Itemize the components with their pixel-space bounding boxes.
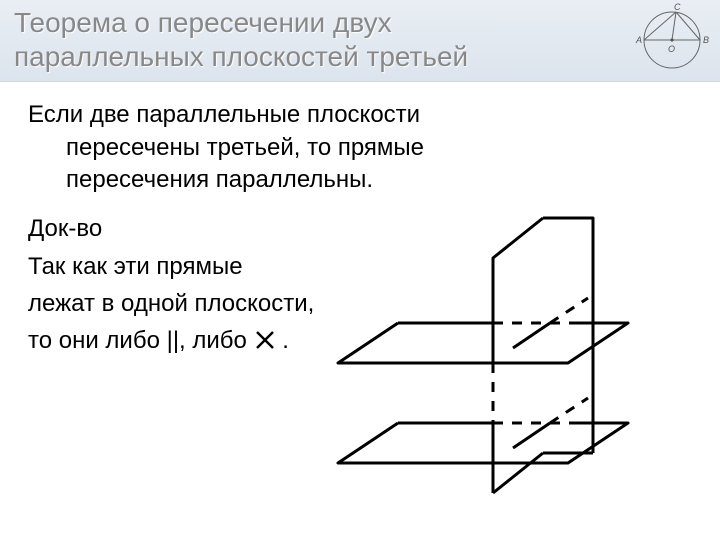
corner-label-C: C (674, 2, 681, 12)
corner-label-O: O (668, 44, 675, 54)
title-band: Теорема о пересечении двух параллельных … (0, 0, 720, 81)
intersect-icon (254, 329, 276, 351)
proof-block: Док-во Так как эти прямые лежат в одной … (28, 210, 698, 359)
corner-thumbnail-figure: A B C O (628, 2, 716, 70)
corner-label-A: A (635, 35, 642, 45)
statement-line-2: пересечены третьей, то прямые (28, 132, 698, 164)
proof-line-2: лежат в одной плоскости, (28, 285, 698, 322)
proof-line-3a: то они либо ||, либо (28, 327, 254, 354)
title-line-1: Теорема о пересечении двух (14, 6, 706, 40)
statement-line-1: Если две параллельные плоскости (28, 101, 420, 128)
body-area: Если две параллельные плоскости пересече… (0, 81, 720, 359)
proof-heading: Док-во (28, 210, 698, 247)
theorem-statement: Если две параллельные плоскости пересече… (28, 99, 698, 196)
title-line-2: параллельных плоскостей третьей (14, 40, 706, 74)
proof-line-3: то они либо ||, либо . (28, 322, 698, 359)
corner-label-B: B (703, 35, 709, 45)
proof-line-1: Так как эти прямые (28, 248, 698, 285)
statement-line-3: пересечения параллельны. (28, 164, 698, 196)
proof-line-3c: . (282, 327, 289, 354)
